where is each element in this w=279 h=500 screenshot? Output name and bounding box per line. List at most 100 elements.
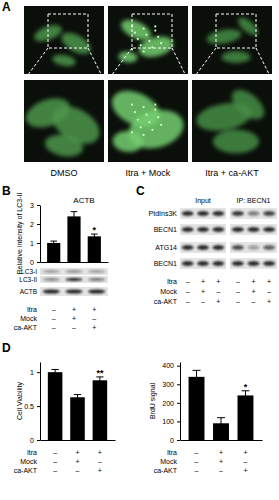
condition-value: + (201, 288, 205, 295)
cell (227, 84, 270, 125)
blot-label: LC3-II (19, 276, 37, 283)
error-bar (217, 418, 225, 429)
cell (43, 132, 84, 159)
blot-band (88, 278, 105, 281)
condition-value: – (72, 324, 76, 331)
y-tick-mark (37, 262, 40, 263)
blot-band (43, 290, 60, 294)
error-bar-cap (51, 369, 58, 370)
condition-label: Itra (27, 306, 37, 313)
condition-label: ca-AKT (14, 324, 38, 331)
condition-value: – (216, 288, 220, 295)
cell (235, 15, 260, 39)
blot-bg (230, 208, 277, 219)
condition-value: + (216, 278, 220, 285)
bar (70, 397, 85, 440)
blot (180, 258, 226, 269)
y-tick-mark (37, 243, 40, 244)
blot (180, 224, 226, 235)
micrograph-bg (24, 6, 104, 74)
condition-value: – (52, 315, 56, 322)
error-bar (71, 212, 78, 222)
blot-label: PtdIns3K (149, 210, 178, 217)
condition-value: – (195, 467, 199, 474)
error-bar-stem (245, 391, 246, 400)
bar (48, 372, 63, 440)
blot-band (248, 261, 260, 266)
blot-label: ATG14 (155, 244, 177, 251)
blot-band (197, 227, 209, 232)
y-axis-line (40, 363, 41, 441)
annotation: * (244, 382, 248, 392)
punctum (154, 25, 156, 27)
blot-band (213, 227, 225, 232)
y-tick-label: 1 (30, 369, 34, 376)
blot-band (197, 245, 209, 250)
blot (180, 208, 226, 219)
condition-label: ca-AKT (14, 467, 38, 474)
condition-value: + (219, 458, 223, 465)
micrograph-bg (192, 6, 272, 74)
punctum (151, 129, 153, 131)
blot (230, 242, 277, 253)
condition-value: – (244, 458, 248, 465)
y-axis-line (40, 206, 41, 263)
condition-value: – (76, 467, 80, 474)
y-tick-mark (37, 440, 40, 441)
error-bar-stem (74, 212, 75, 222)
blot-band (248, 245, 260, 250)
y-tick-label: 100 (162, 418, 174, 425)
punctum (131, 104, 133, 106)
blot (40, 268, 108, 275)
bar (238, 395, 254, 440)
blot (180, 242, 226, 253)
caption: Itra + Mock (126, 168, 171, 178)
blot-band (232, 245, 244, 250)
punctum (143, 134, 145, 136)
blot-bg (180, 208, 226, 219)
blot-band (248, 211, 260, 216)
punctum (157, 36, 159, 38)
punctum (143, 27, 145, 29)
condition-value: – (219, 467, 223, 474)
x-axis-line (41, 440, 116, 441)
punctum (160, 124, 162, 126)
blot-bg (180, 224, 226, 235)
blot (230, 208, 277, 219)
y-tick-label: 300 (162, 381, 174, 388)
y-tick-mark (37, 406, 40, 407)
y-tick-label: 0 (170, 437, 174, 444)
error-bar-stem (53, 241, 54, 245)
condition-label: Itra (27, 449, 37, 456)
y-axis-title: Cell Viability (16, 382, 24, 420)
punctum (160, 42, 162, 44)
y-tick: 0 (30, 437, 40, 444)
y-tick: 300 (162, 381, 180, 388)
micrograph (106, 80, 188, 162)
micrograph (192, 6, 272, 74)
condition-value: + (72, 306, 76, 313)
condition-label: Mock (160, 458, 177, 465)
blot-band (182, 261, 194, 266)
bar (47, 243, 60, 262)
y-tick-mark (37, 224, 40, 225)
error-bar-cap (71, 211, 78, 212)
blot-band (88, 290, 105, 294)
y-tick-mark (37, 372, 40, 373)
y-tick-label: 2 (30, 221, 34, 228)
condition-value: – (53, 449, 57, 456)
condition-value: – (186, 288, 190, 295)
y-axis: 0123 (30, 202, 40, 266)
blot-band (248, 227, 260, 232)
condition-value: + (201, 278, 205, 285)
condition-label: Itra (167, 278, 177, 285)
y-tick: 0 (170, 437, 180, 444)
annotation: * (93, 225, 97, 235)
x-axis-line (41, 262, 109, 263)
bar (88, 236, 101, 262)
y-tick-label: 400 (162, 362, 174, 369)
blot-bg (180, 242, 226, 253)
error-bar (50, 241, 57, 245)
blot-bg (230, 242, 277, 253)
cell (213, 130, 259, 154)
